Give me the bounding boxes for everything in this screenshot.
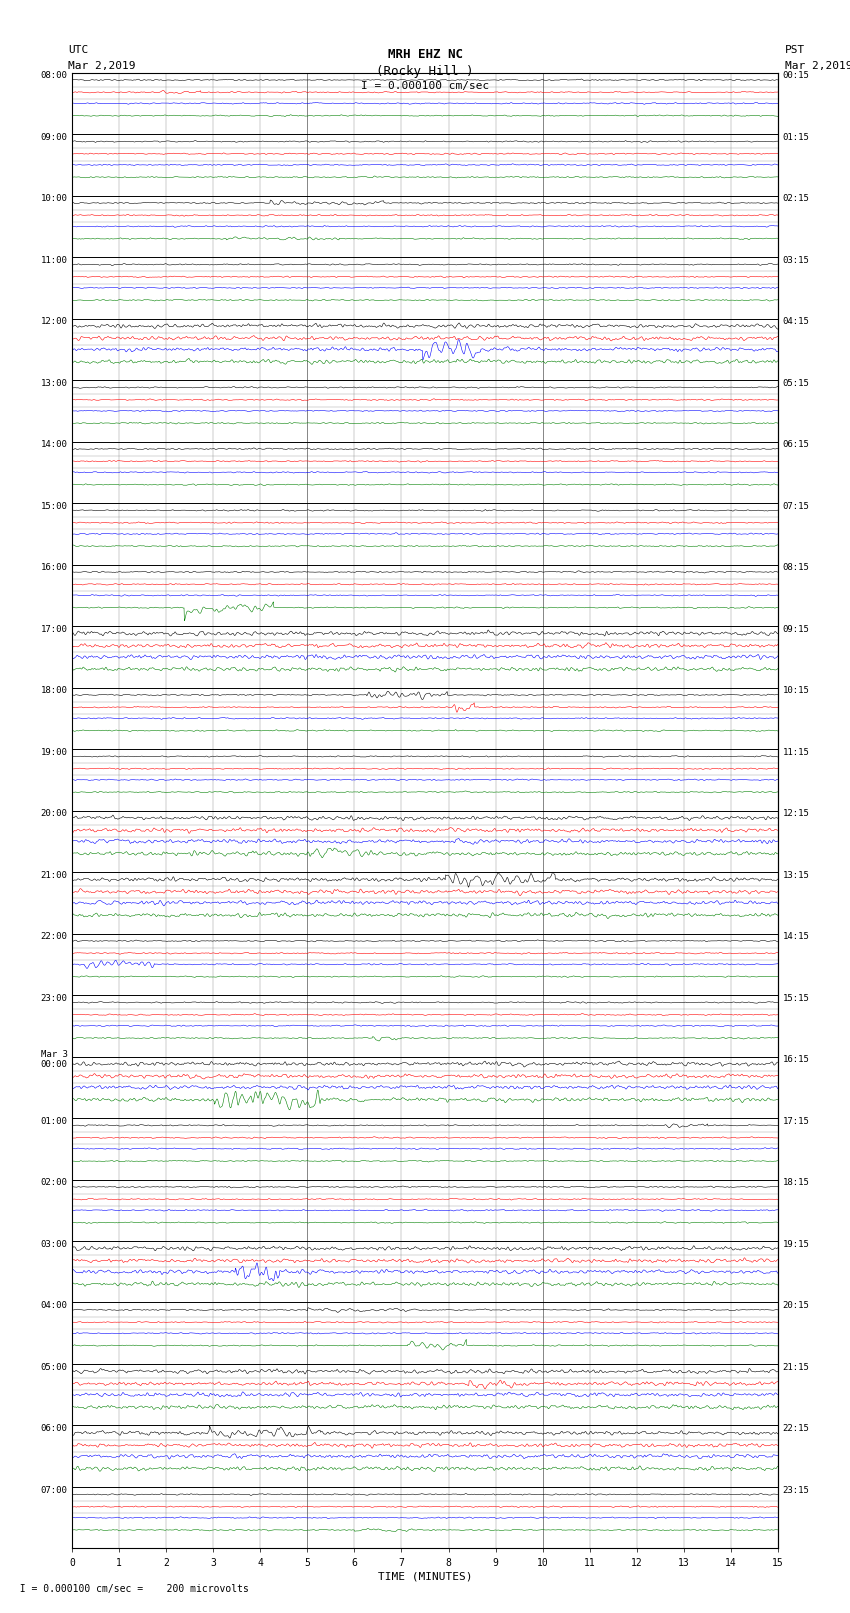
Text: UTC: UTC	[68, 45, 88, 55]
Text: Mar 2,2019: Mar 2,2019	[785, 61, 850, 71]
Text: Mar 2,2019: Mar 2,2019	[68, 61, 135, 71]
Text: (Rocky Hill ): (Rocky Hill )	[377, 65, 473, 77]
X-axis label: TIME (MINUTES): TIME (MINUTES)	[377, 1571, 473, 1582]
Text: MRH EHZ NC: MRH EHZ NC	[388, 48, 462, 61]
Text: PST: PST	[785, 45, 805, 55]
Text: I = 0.000100 cm/sec =    200 microvolts: I = 0.000100 cm/sec = 200 microvolts	[8, 1584, 249, 1594]
Text: I = 0.000100 cm/sec: I = 0.000100 cm/sec	[361, 81, 489, 90]
